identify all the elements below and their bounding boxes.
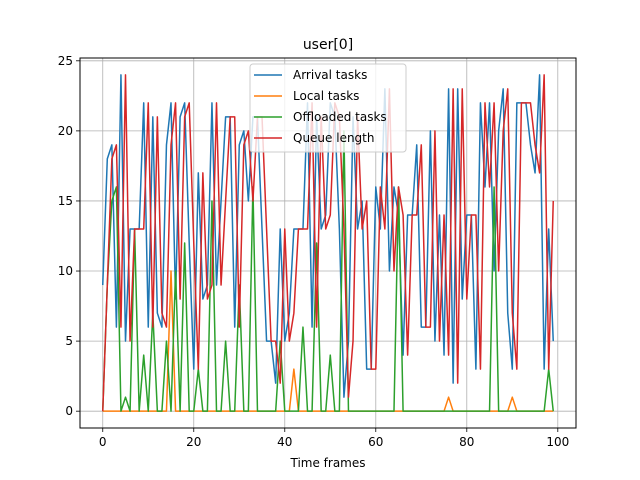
y-tick-label: 15 [58, 194, 73, 208]
x-axis-label: Time frames [289, 456, 365, 470]
legend-label: Queue length [293, 131, 375, 145]
chart-title: user[0] [303, 37, 353, 53]
legend: Arrival tasks Local tasks Offloaded tasks Q… [249, 63, 407, 153]
y-tick-label: 20 [58, 124, 73, 138]
x-tick-label: 80 [459, 435, 474, 449]
x-axis-ticks: 0 20 40 60 80 100 [99, 428, 569, 449]
x-tick-label: 20 [186, 435, 201, 449]
x-tick-label: 60 [368, 435, 383, 449]
legend-label: Local tasks [293, 89, 359, 103]
series-lines [102, 74, 554, 412]
x-tick-label: 40 [277, 435, 292, 449]
x-tick-label: 0 [99, 435, 107, 449]
legend-label: Offloaded tasks [293, 110, 387, 124]
x-tick-label: 100 [546, 435, 569, 449]
plot-frame [79, 57, 577, 429]
legend-box [249, 63, 407, 153]
y-tick-label: 10 [58, 264, 73, 278]
series-line-offloaded-tasks [102, 130, 554, 412]
y-tick-label: 0 [65, 404, 73, 418]
y-axis-ticks: 0 5 10 15 20 25 [58, 54, 80, 418]
y-tick-label: 5 [65, 334, 73, 348]
y-tick-label: 25 [58, 54, 73, 68]
legend-label: Arrival tasks [293, 68, 367, 82]
series-line-queue-length [102, 74, 554, 412]
